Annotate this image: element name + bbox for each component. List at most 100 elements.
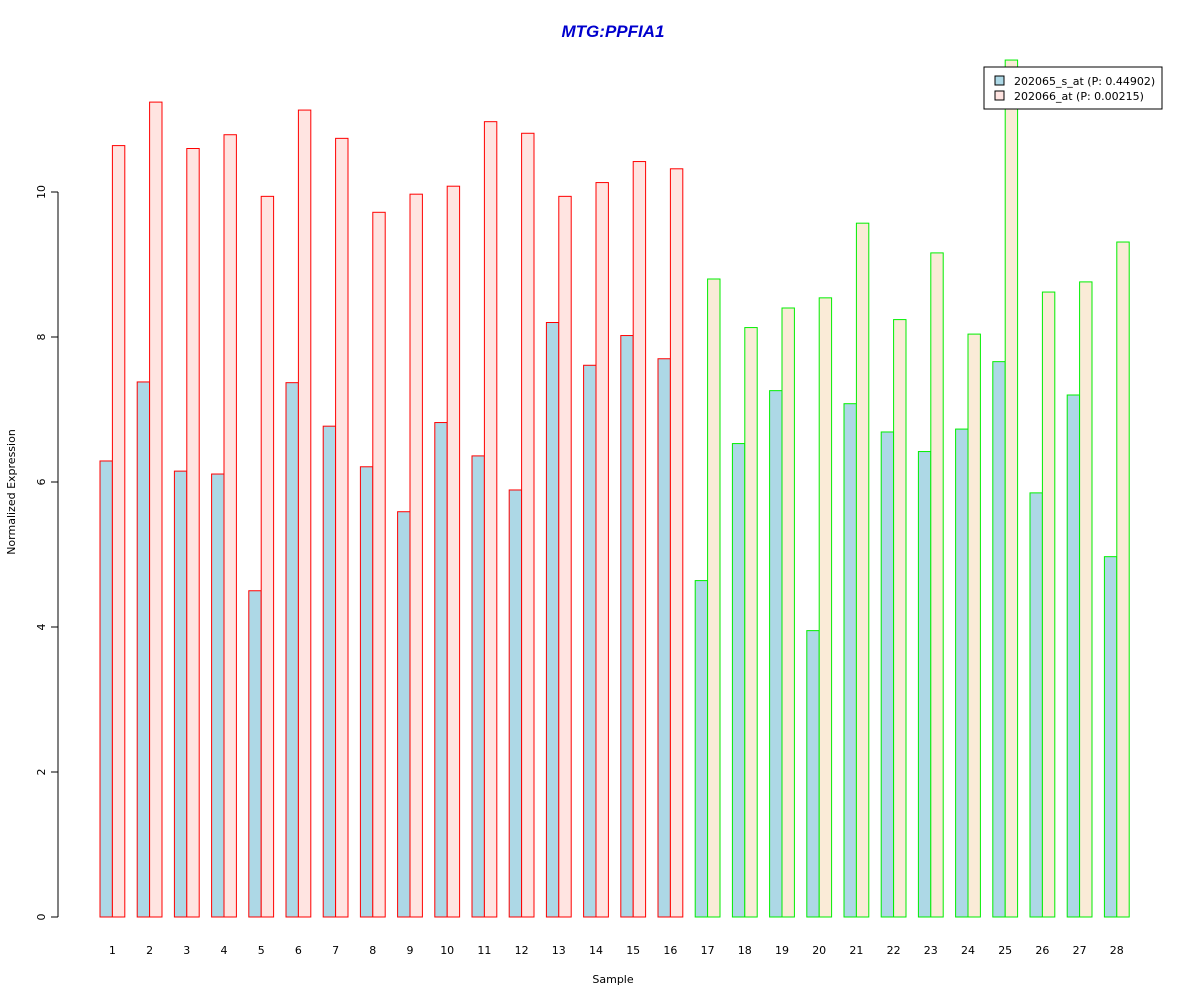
x-tick-label: 6 bbox=[295, 944, 302, 957]
bar-202065-s-at-sample-11 bbox=[471, 455, 485, 918]
x-tick-label: 23 bbox=[924, 944, 938, 957]
bar-202065-s-at-sample-20 bbox=[806, 630, 820, 918]
y-tick-label: 4 bbox=[35, 624, 48, 631]
bar-202066-at-sample-10 bbox=[446, 185, 461, 918]
bar-202066-at-sample-22 bbox=[893, 319, 907, 918]
bar-202065-s-at-sample-1 bbox=[99, 460, 113, 918]
y-tick-label: 10 bbox=[35, 185, 48, 199]
bar-202066-at-sample-28 bbox=[1116, 241, 1130, 918]
x-tick-label: 19 bbox=[775, 944, 789, 957]
x-axis-tick-labels: 1 2 3 4 5 6 7 8 9 10 11 12 13 14 15 16 17 18 19 20 21 22 23 24 2… bbox=[109, 944, 1124, 957]
bars bbox=[99, 59, 1130, 918]
bar-202066-at-sample-21 bbox=[855, 222, 870, 918]
y-tick-label: 0 bbox=[35, 914, 48, 921]
bar-202065-s-at-sample-4 bbox=[211, 473, 225, 918]
x-tick-label: 13 bbox=[552, 944, 566, 957]
bar-202066-at-sample-17 bbox=[707, 278, 721, 918]
bar-202066-at-sample-20 bbox=[818, 297, 833, 918]
bar-202065-s-at-sample-9 bbox=[397, 511, 411, 918]
bar-202066-at-sample-18 bbox=[744, 327, 758, 918]
bar-202066-at-sample-23 bbox=[930, 252, 944, 918]
bar-202065-s-at-sample-13 bbox=[545, 322, 560, 918]
bar-202066-at-sample-7 bbox=[335, 137, 349, 918]
x-tick-label: 20 bbox=[812, 944, 826, 957]
bar-202066-at-sample-9 bbox=[409, 193, 423, 918]
bar-202066-at-sample-8 bbox=[372, 211, 386, 918]
bar-202065-s-at-sample-23 bbox=[917, 451, 932, 918]
bar-202066-at-sample-24 bbox=[967, 333, 981, 918]
x-tick-label: 10 bbox=[440, 944, 454, 957]
x-tick-label: 26 bbox=[1035, 944, 1049, 957]
x-tick-label: 18 bbox=[738, 944, 752, 957]
bar-202065-s-at-sample-8 bbox=[359, 466, 374, 918]
bar-202065-s-at-sample-3 bbox=[173, 470, 188, 918]
x-tick-label: 25 bbox=[998, 944, 1012, 957]
bar-202066-at-sample-15 bbox=[632, 161, 647, 918]
bar-202065-s-at-sample-21 bbox=[843, 403, 857, 918]
x-tick-label: 16 bbox=[663, 944, 677, 957]
bar-202066-at-sample-19 bbox=[781, 307, 795, 918]
legend-swatch-series-2 bbox=[994, 90, 1005, 101]
bar-202066-at-sample-14 bbox=[595, 182, 609, 918]
bar-202065-s-at-sample-27 bbox=[1066, 394, 1081, 918]
x-tick-label: 7 bbox=[332, 944, 339, 957]
bar-202065-s-at-sample-22 bbox=[880, 431, 895, 918]
bar-202065-s-at-sample-2 bbox=[136, 381, 151, 918]
bar-202065-s-at-sample-6 bbox=[285, 382, 299, 918]
bar-202065-s-at-sample-24 bbox=[955, 428, 969, 918]
bar-202066-at-sample-4 bbox=[223, 134, 237, 918]
bar-202065-s-at-sample-16 bbox=[657, 358, 671, 918]
x-tick-label: 9 bbox=[407, 944, 414, 957]
x-tick-label: 22 bbox=[887, 944, 901, 957]
x-axis-label: Sample bbox=[592, 973, 633, 986]
y-axis: 0 2 4 6 8 10 bbox=[35, 185, 59, 921]
x-tick-label: 27 bbox=[1073, 944, 1087, 957]
y-axis-label: Normalized Expression bbox=[5, 429, 18, 555]
bar-202066-at-sample-3 bbox=[186, 148, 200, 918]
bar-202065-s-at-sample-15 bbox=[620, 335, 634, 918]
bar-202066-at-sample-13 bbox=[558, 195, 572, 918]
x-tick-label: 3 bbox=[183, 944, 190, 957]
y-tick-label: 8 bbox=[35, 334, 48, 341]
bar-202065-s-at-sample-18 bbox=[731, 443, 746, 918]
legend-box bbox=[983, 66, 1163, 110]
x-tick-label: 5 bbox=[258, 944, 265, 957]
bar-202066-at-sample-5 bbox=[260, 195, 275, 918]
x-tick-label: 12 bbox=[515, 944, 529, 957]
bar-202065-s-at-sample-25 bbox=[992, 361, 1006, 918]
bar-202065-s-at-sample-7 bbox=[322, 425, 337, 918]
bar-202066-at-sample-27 bbox=[1079, 281, 1093, 918]
legend-entry-series-2: 202066_at (P: 0.00215) bbox=[1014, 90, 1144, 103]
x-tick-label: 28 bbox=[1110, 944, 1124, 957]
x-tick-label: 2 bbox=[146, 944, 153, 957]
x-tick-label: 4 bbox=[221, 944, 228, 957]
bar-202065-s-at-sample-19 bbox=[769, 390, 783, 918]
bar-202065-s-at-sample-12 bbox=[508, 489, 523, 918]
bar-202066-at-sample-11 bbox=[483, 121, 498, 918]
x-tick-label: 11 bbox=[477, 944, 491, 957]
x-tick-label: 8 bbox=[369, 944, 376, 957]
legend-swatch-series-1 bbox=[994, 75, 1005, 86]
x-tick-label: 17 bbox=[701, 944, 715, 957]
x-tick-label: 21 bbox=[849, 944, 863, 957]
y-tick-label: 2 bbox=[35, 769, 48, 776]
bar-202066-at-sample-12 bbox=[521, 132, 535, 918]
chart-title: MTG:PPFIA1 bbox=[562, 22, 665, 41]
bar-202066-at-sample-26 bbox=[1041, 291, 1056, 918]
x-tick-label: 14 bbox=[589, 944, 603, 957]
bar-202065-s-at-sample-5 bbox=[248, 590, 262, 918]
x-tick-label: 24 bbox=[961, 944, 975, 957]
legend: 202065_s_at (P: 0.44902) 202066_at (P: 0… bbox=[983, 66, 1163, 110]
bar-202066-at-sample-16 bbox=[669, 168, 684, 918]
bar-202065-s-at-sample-28 bbox=[1103, 556, 1118, 918]
bar-202065-s-at-sample-10 bbox=[434, 422, 448, 918]
bar-202065-s-at-sample-14 bbox=[583, 364, 597, 918]
x-tick-label: 15 bbox=[626, 944, 640, 957]
x-tick-label: 1 bbox=[109, 944, 116, 957]
legend-entry-series-1: 202065_s_at (P: 0.44902) bbox=[1014, 75, 1155, 88]
y-tick-label: 6 bbox=[35, 479, 48, 486]
bar-202066-at-sample-6 bbox=[297, 109, 312, 918]
bar-202066-at-sample-2 bbox=[149, 101, 163, 918]
bar-202065-s-at-sample-17 bbox=[694, 580, 709, 918]
